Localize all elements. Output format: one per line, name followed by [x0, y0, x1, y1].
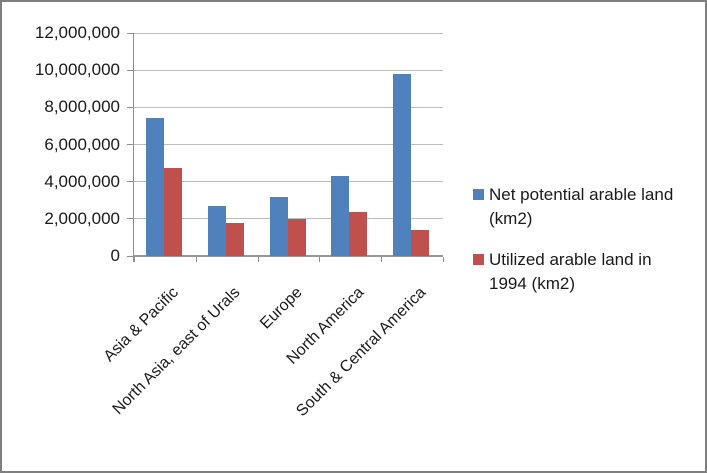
gridline: [134, 32, 443, 34]
y-tick-label: 6,000,000: [44, 134, 120, 154]
x-category-label-text: North Asia, east of Urals: [109, 284, 244, 419]
gridline: [134, 181, 443, 183]
gridline: [134, 106, 443, 108]
y-axis-tick: [127, 69, 133, 71]
bar-net-potential-0: [146, 118, 164, 256]
bar-net-potential-2: [269, 196, 288, 256]
bar-utilized-0: [164, 167, 182, 256]
gridline: [134, 144, 443, 145]
x-axis-tick: [443, 257, 444, 262]
bar-net-potential-3: [331, 176, 350, 256]
x-axis-tick: [195, 257, 197, 262]
x-axis-tick: [134, 257, 135, 262]
legend-item: Net potential arable land (km2): [473, 183, 701, 231]
y-tick-label: 10,000,000: [34, 60, 120, 80]
y-axis-tick: [127, 144, 133, 145]
gridline: [134, 69, 443, 71]
y-axis-tick: [127, 255, 133, 257]
bar-utilized-1: [225, 223, 244, 256]
x-category-label-text: South & Central America: [293, 284, 430, 420]
bar-net-potential-1: [207, 205, 226, 256]
bar-net-potential-4: [393, 73, 412, 256]
y-tick-label: 0: [110, 246, 120, 265]
legend-label: Net potential arable land (km2): [489, 185, 674, 228]
bar-utilized-4: [411, 229, 430, 256]
x-axis-tick: [257, 257, 259, 262]
bar-utilized-2: [287, 218, 306, 256]
y-tick-label: 12,000,000: [34, 23, 120, 42]
y-axis-tick: [127, 106, 133, 108]
y-axis-tick: [127, 32, 133, 34]
legend-marker-blue: [473, 189, 484, 200]
y-tick-label: 4,000,000: [44, 171, 120, 191]
legend-label: Utilized arable land in 1994 (km2): [489, 250, 652, 293]
x-axis-line: [134, 255, 443, 257]
legend-item: Utilized arable land in 1994 (km2): [473, 248, 701, 296]
bar-utilized-3: [349, 212, 368, 256]
x-category-label-text: Europe: [257, 284, 306, 333]
y-tick-label: 8,000,000: [44, 97, 120, 117]
x-axis-tick: [319, 257, 321, 262]
y-tick-label: 2,000,000: [44, 208, 120, 228]
y-axis-tick: [127, 181, 133, 183]
y-axis-tick: [127, 218, 133, 220]
x-axis-tick: [381, 257, 383, 262]
y-axis-line: [133, 33, 134, 262]
legend-marker-red: [473, 254, 484, 265]
